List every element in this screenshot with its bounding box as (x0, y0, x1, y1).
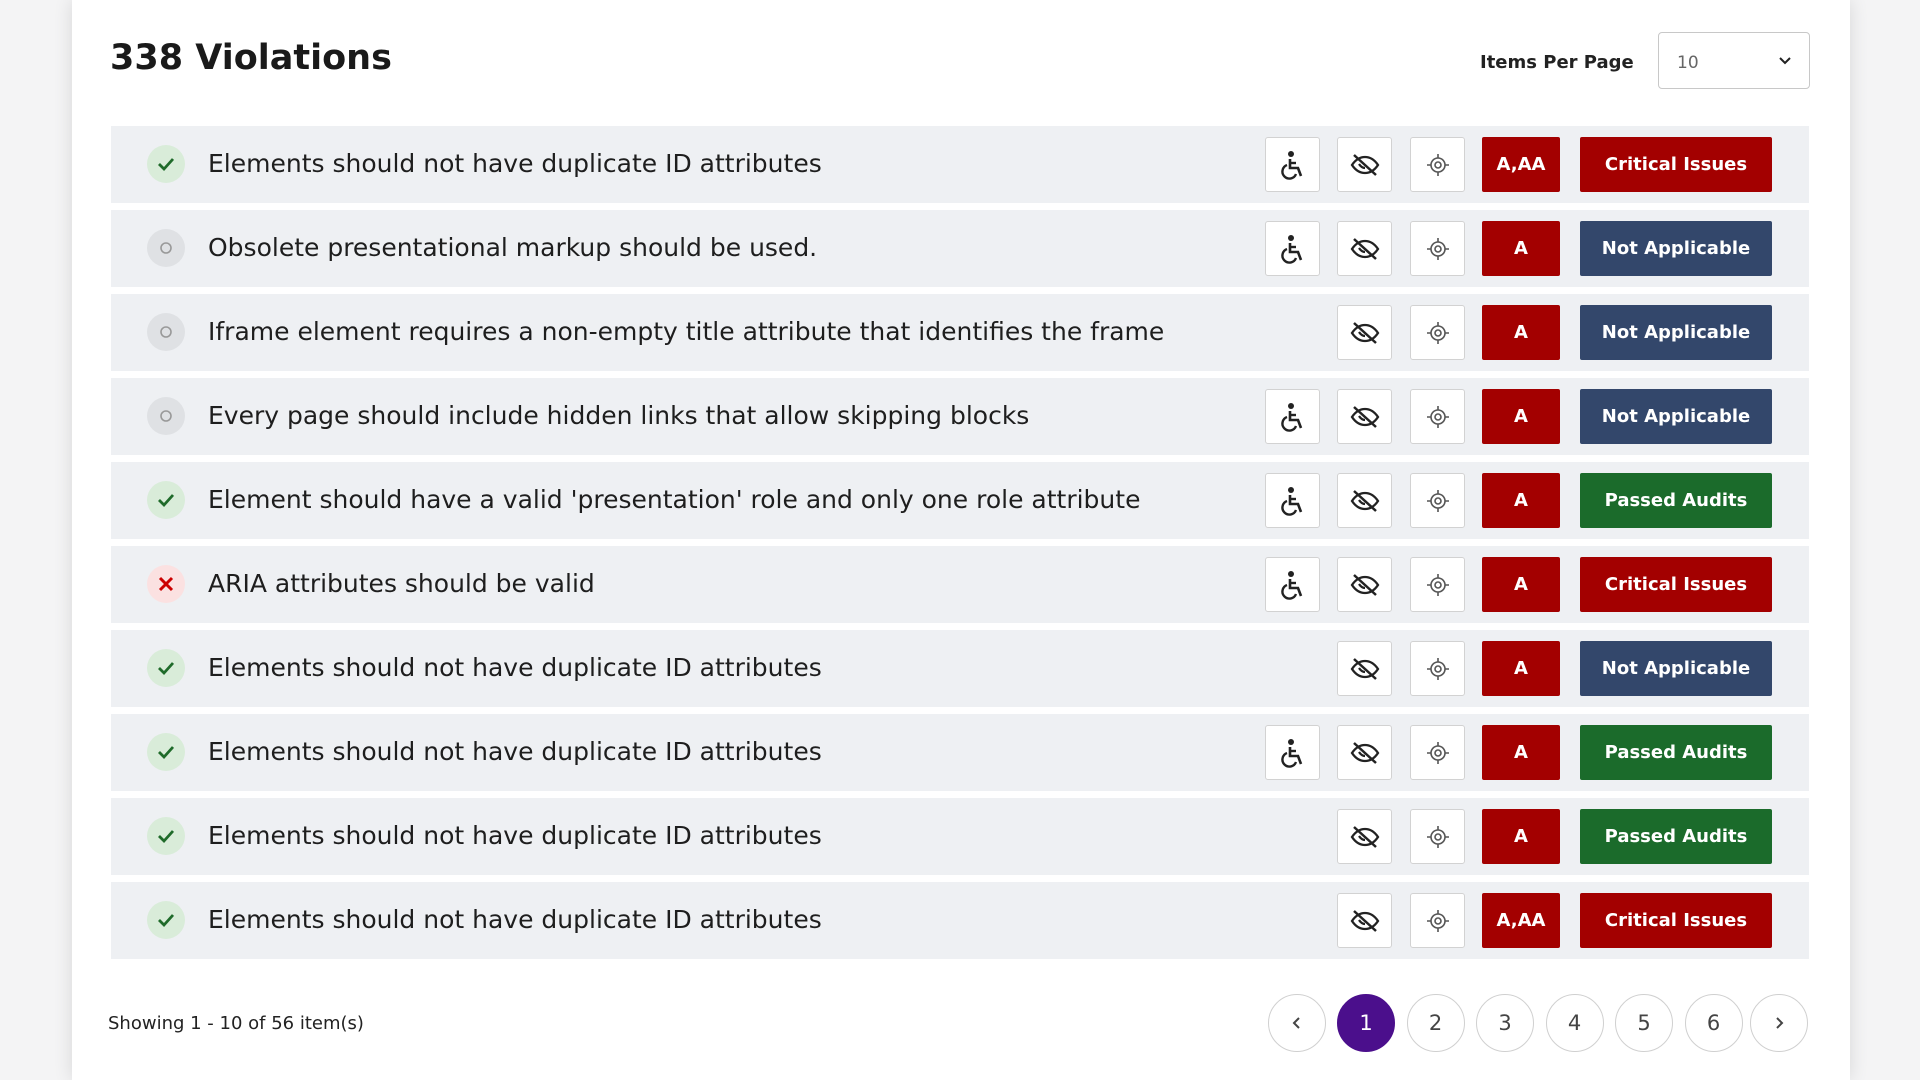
violation-text: Iframe element requires a non-empty titl… (208, 317, 1165, 346)
status-badge: Not Applicable (1580, 389, 1772, 444)
hide-button[interactable] (1337, 641, 1392, 696)
locate-button[interactable] (1410, 221, 1465, 276)
accessibility-button[interactable] (1265, 557, 1320, 612)
violation-text: Obsolete presentational markup should be… (208, 233, 818, 262)
hide-button[interactable] (1337, 137, 1392, 192)
status-icon (147, 649, 185, 687)
locate-button[interactable] (1410, 137, 1465, 192)
next-page[interactable] (1750, 994, 1808, 1052)
violation-row: Obsolete presentational markup should be… (111, 210, 1809, 287)
status-icon (147, 397, 185, 435)
items-per-page-select[interactable]: 10 (1658, 32, 1810, 89)
violation-row: ARIA attributes should be valid A Critical… (111, 546, 1809, 623)
page-button[interactable]: 6 (1684, 994, 1743, 1052)
status-badge: Passed Audits (1580, 809, 1772, 864)
violation-text: Elements should not have duplicate ID at… (208, 821, 822, 850)
violation-text: Every page should include hidden links t… (208, 401, 1030, 430)
status-icon (147, 901, 185, 939)
wcag-level: A (1482, 305, 1560, 360)
locate-button[interactable] (1410, 473, 1465, 528)
wcag-level: A (1482, 221, 1560, 276)
accessibility-button[interactable] (1265, 221, 1320, 276)
locate-button[interactable] (1410, 389, 1465, 444)
locate-button[interactable] (1410, 725, 1465, 780)
wcag-level: A (1482, 725, 1560, 780)
violation-row: Element should have a valid 'presentatio… (111, 462, 1809, 539)
page-button[interactable]: 4 (1545, 994, 1604, 1052)
status-badge: Critical Issues (1580, 137, 1772, 192)
violations-card: 338 Violations Items Per Page 10 Showing… (72, 0, 1850, 1080)
violation-row: Elements should not have duplicate ID at… (111, 798, 1809, 875)
accessibility-button[interactable] (1265, 725, 1320, 780)
hide-button[interactable] (1337, 893, 1392, 948)
wcag-level: A,AA (1482, 137, 1560, 192)
violation-row: Every page should include hidden links t… (111, 378, 1809, 455)
items-per-page-label: Items Per Page (1480, 52, 1634, 73)
wcag-level: A (1482, 389, 1560, 444)
violation-text: Elements should not have duplicate ID at… (208, 905, 822, 934)
status-icon (147, 145, 185, 183)
status-icon (147, 733, 185, 771)
violation-row: Elements should not have duplicate ID at… (111, 126, 1809, 203)
hide-button[interactable] (1337, 725, 1392, 780)
hide-button[interactable] (1337, 557, 1392, 612)
status-icon (147, 313, 185, 351)
locate-button[interactable] (1410, 305, 1465, 360)
violation-row: Elements should not have duplicate ID at… (111, 630, 1809, 707)
hide-button[interactable] (1337, 221, 1392, 276)
prev-page[interactable] (1268, 994, 1326, 1052)
hide-button[interactable] (1337, 305, 1392, 360)
status-badge: Not Applicable (1580, 641, 1772, 696)
chevron-down (1779, 57, 1791, 65)
status-icon (147, 817, 185, 855)
locate-button[interactable] (1410, 641, 1465, 696)
hide-button[interactable] (1337, 389, 1392, 444)
violation-text: Elements should not have duplicate ID at… (208, 149, 822, 178)
page-button[interactable]: 3 (1476, 994, 1534, 1052)
hide-button[interactable] (1337, 473, 1392, 528)
wcag-level: A (1482, 809, 1560, 864)
violation-text: Elements should not have duplicate ID at… (208, 737, 822, 766)
status-badge: Passed Audits (1580, 725, 1772, 780)
status-icon (147, 481, 185, 519)
violation-text: Elements should not have duplicate ID at… (208, 653, 822, 682)
locate-button[interactable] (1410, 893, 1465, 948)
title: 338 Violations (110, 38, 392, 78)
wcag-level: A,AA (1482, 893, 1560, 948)
wcag-level: A (1482, 641, 1560, 696)
wcag-level: A (1482, 473, 1560, 528)
page-button[interactable]: 2 (1406, 994, 1465, 1052)
status-badge: Not Applicable (1580, 305, 1772, 360)
status-badge: Critical Issues (1580, 557, 1772, 612)
violation-text: ARIA attributes should be valid (208, 569, 595, 598)
violation-text: Element should have a valid 'presentatio… (208, 485, 1141, 514)
accessibility-button[interactable] (1265, 473, 1320, 528)
status-badge: Not Applicable (1580, 221, 1772, 276)
hide-button[interactable] (1337, 809, 1392, 864)
locate-button[interactable] (1410, 809, 1465, 864)
select-value: 10 (1677, 53, 1699, 73)
locate-button[interactable] (1410, 557, 1465, 612)
page-button[interactable]: 1 (1337, 994, 1395, 1052)
accessibility-button[interactable] (1265, 389, 1320, 444)
accessibility-button[interactable] (1265, 137, 1320, 192)
page-button[interactable]: 5 (1615, 994, 1673, 1052)
status-badge: Critical Issues (1580, 893, 1772, 948)
violation-row: Elements should not have duplicate ID at… (111, 714, 1809, 791)
status-badge: Passed Audits (1580, 473, 1772, 528)
status-icon (147, 229, 185, 267)
pagination-summary: Showing 1 - 10 of 56 item(s) (108, 1013, 364, 1034)
violation-row: Iframe element requires a non-empty titl… (111, 294, 1809, 371)
violation-row: Elements should not have duplicate ID at… (111, 882, 1809, 959)
status-icon (147, 565, 185, 603)
wcag-level: A (1482, 557, 1560, 612)
